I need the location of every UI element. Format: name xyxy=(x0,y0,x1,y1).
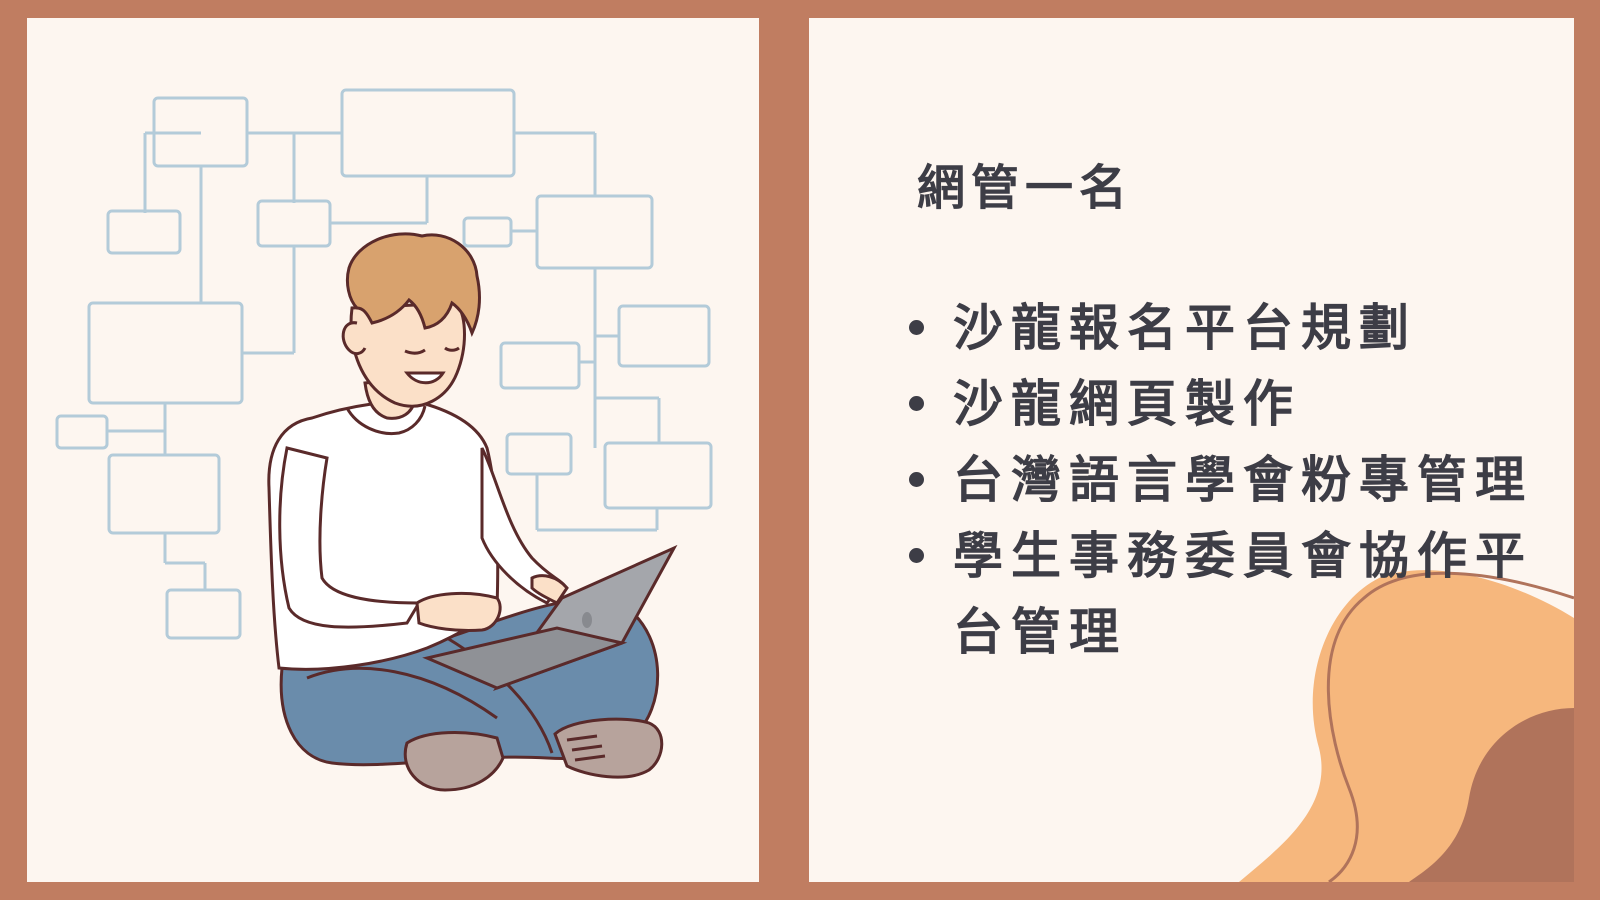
bullet-dot-icon xyxy=(909,472,924,487)
list-item-text: 沙龍網頁製作 xyxy=(953,374,1301,433)
list-item: 沙龍報名平台規劃 xyxy=(909,290,1549,366)
list-item: 台灣語言學會粉專管理 xyxy=(909,442,1549,518)
list-item: 沙龍網頁製作 xyxy=(909,366,1549,442)
laptop xyxy=(422,544,678,692)
list-item-text: 台灣語言學會粉專管理 xyxy=(953,450,1533,509)
hair xyxy=(345,232,481,338)
decorative-wave-shapes xyxy=(1239,570,1574,882)
page-title: 網管一名 xyxy=(917,160,1134,216)
list-item-text: 學生事務委員會協作平台管理 xyxy=(953,526,1533,661)
flowchart-diagram xyxy=(55,88,713,640)
bullet-dot-icon xyxy=(909,396,924,411)
person-with-laptop-illustration xyxy=(55,88,713,792)
list-item-text: 沙龍報名平台規劃 xyxy=(953,298,1417,357)
bullet-dot-icon xyxy=(909,320,924,335)
duty-list: 沙龍報名平台規劃 沙龍網頁製作 台灣語言學會粉專管理 學生事務委員會協作平台管理 xyxy=(909,290,1549,670)
shoes xyxy=(403,717,664,792)
illustration-panel xyxy=(27,18,759,882)
content-panel: 網管一名 沙龍報名平台規劃 沙龍網頁製作 台灣語言學會粉專管理 學生事務委員會協… xyxy=(809,18,1574,882)
list-item: 學生事務委員會協作平台管理 xyxy=(909,518,1549,670)
bullet-dot-icon xyxy=(909,548,924,563)
